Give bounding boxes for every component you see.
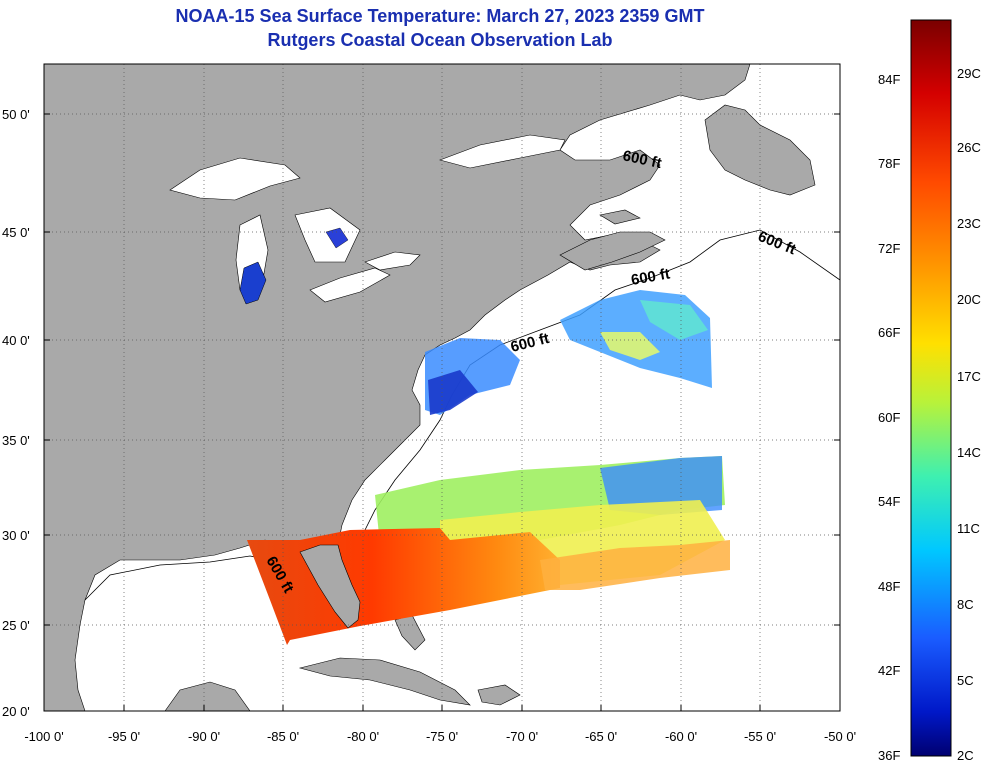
colorbar-c-label: 8C bbox=[957, 597, 974, 612]
colorbar-f-label: 78F bbox=[878, 156, 901, 171]
land-nova-scotia bbox=[559, 231, 666, 271]
lat-label: 30 0' bbox=[2, 528, 30, 543]
colorbar-f-label: 60F bbox=[878, 410, 901, 425]
lat-label: 45 0' bbox=[2, 225, 30, 240]
colorbar-f-label: 72F bbox=[878, 241, 901, 256]
land-yucatan bbox=[164, 681, 251, 711]
lon-label: -100 0' bbox=[24, 729, 63, 744]
colorbar-f-label: 84F bbox=[878, 72, 901, 87]
colorbar-c-label: 26C bbox=[957, 140, 981, 155]
lat-label: 20 0' bbox=[2, 704, 30, 719]
colorbar-c-label: 23C bbox=[957, 216, 981, 231]
lon-label: -55 0' bbox=[744, 729, 776, 744]
colorbar-c-label: 11C bbox=[957, 521, 980, 536]
land-cuba bbox=[298, 657, 471, 706]
colorbar-c-label: 14C bbox=[957, 445, 981, 460]
contour-label: 600 ft bbox=[630, 265, 672, 289]
land-pei bbox=[599, 209, 641, 225]
hudson-bay-edge bbox=[439, 134, 566, 169]
land-hispaniola bbox=[477, 684, 521, 706]
lat-label: 50 0' bbox=[2, 107, 30, 122]
lon-label: -50 0' bbox=[824, 729, 856, 744]
latitude-labels: 50 0' 45 0' 40 0' 35 0' 30 0' 25 0' 20 0… bbox=[2, 107, 30, 719]
lat-label: 35 0' bbox=[2, 433, 30, 448]
land-newfoundland bbox=[704, 104, 816, 196]
lat-label: 25 0' bbox=[2, 618, 30, 633]
map-title: NOAA-15 Sea Surface Temperature: March 2… bbox=[175, 6, 705, 26]
colorbar-f-label: 42F bbox=[878, 663, 901, 678]
lon-label: -85 0' bbox=[267, 729, 299, 744]
lon-label: -90 0' bbox=[188, 729, 220, 744]
longitude-labels: -100 0' -95 0' -90 0' -85 0' -80 0' -75 … bbox=[24, 729, 856, 744]
sst-swath-northeast-warm bbox=[600, 332, 660, 360]
lon-label: -65 0' bbox=[585, 729, 617, 744]
colorbar-f-label: 36F bbox=[878, 748, 901, 763]
colorbar-c-label: 17C bbox=[957, 369, 981, 384]
atlantic-contour bbox=[359, 229, 840, 541]
lon-label: -75 0' bbox=[426, 729, 458, 744]
colorbar-f-label: 54F bbox=[878, 494, 901, 509]
colorbar-c-label: 5C bbox=[957, 673, 974, 688]
sst-swath-south-cool-band bbox=[600, 456, 722, 515]
lake-ontario bbox=[364, 251, 421, 271]
sst-swath-south-warm-tail bbox=[540, 540, 730, 590]
lake-huron-ice bbox=[325, 227, 349, 249]
lake-huron bbox=[294, 207, 361, 263]
sst-swath-north-dark bbox=[428, 370, 478, 415]
lake-michigan-ice bbox=[239, 261, 267, 305]
colorbar-f-label: 66F bbox=[878, 325, 901, 340]
land-north-america bbox=[44, 64, 751, 711]
colorbar bbox=[910, 19, 952, 757]
lake-superior bbox=[169, 157, 301, 201]
lat-label: 40 0' bbox=[2, 333, 30, 348]
colorbar-c-label: 20C bbox=[957, 292, 981, 307]
map-subtitle: Rutgers Coastal Ocean Observation Lab bbox=[267, 30, 613, 50]
sst-swath-northeast-cool bbox=[640, 300, 708, 340]
lon-label: -60 0' bbox=[665, 729, 697, 744]
tick-marks bbox=[44, 113, 840, 711]
colorbar-c-label: 2C bbox=[957, 748, 974, 763]
colorbar-f-label: 48F bbox=[878, 579, 901, 594]
colorbar-c-label: 29C bbox=[957, 66, 981, 81]
lon-label: -70 0' bbox=[506, 729, 538, 744]
sst-florida-cover bbox=[299, 544, 361, 629]
lon-label: -95 0' bbox=[108, 729, 140, 744]
grid bbox=[44, 64, 840, 711]
lake-erie bbox=[309, 267, 391, 303]
lon-label: -80 0' bbox=[347, 729, 379, 744]
